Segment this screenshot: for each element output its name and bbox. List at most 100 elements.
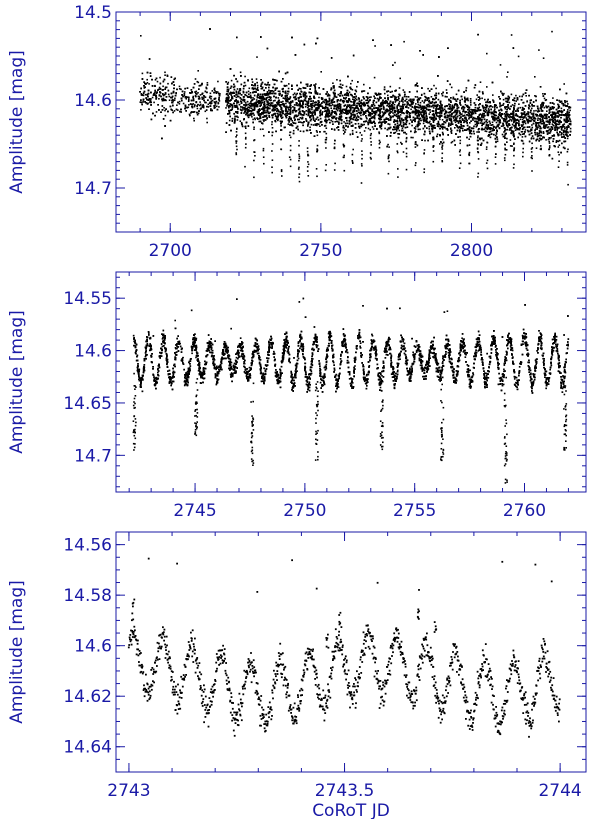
data-point [177,109,179,111]
data-point [469,122,471,124]
data-point [164,74,166,76]
data-point [564,133,567,136]
data-point [330,119,332,122]
data-point [354,104,356,106]
data-point [496,138,499,140]
data-point [437,111,439,114]
data-point [437,103,439,106]
data-point [319,93,321,95]
data-point [304,106,307,108]
data-point [199,104,201,107]
data-point [468,109,471,111]
data-point [328,100,331,102]
data-point [539,113,541,116]
data-point [258,117,261,120]
data-point [540,110,543,112]
data-point [312,124,315,126]
data-point [226,90,228,92]
data-point [538,49,540,51]
data-point [309,126,311,129]
data-point [377,104,380,107]
data-point [475,98,478,101]
data-point [401,127,404,129]
data-point [418,107,420,109]
data-point [412,136,414,139]
data-point [262,97,265,99]
data-point [521,114,523,116]
data-point [352,96,354,98]
data-point [399,105,401,107]
data-point [257,113,260,116]
data-point [481,97,483,100]
data-point [566,118,569,120]
data-point [440,103,442,105]
data-point [472,119,474,121]
data-point [254,118,256,121]
data-point [568,117,571,120]
data-point [428,122,431,124]
data-point [507,71,509,73]
data-point [311,108,313,111]
data-point [446,96,448,98]
data-point [520,131,523,133]
data-point [146,82,149,84]
data-point [288,121,290,123]
data-point [441,93,443,95]
data-point [502,102,505,105]
data-point [558,127,560,129]
data-point [525,117,528,119]
data-point [403,112,405,115]
data-point [159,76,161,79]
data-point [522,133,524,135]
data-point [248,109,250,111]
data-point [493,106,496,109]
data-point [446,127,449,130]
data-point [508,96,511,99]
data-point [454,114,457,116]
data-point [197,81,200,84]
data-point [196,107,199,110]
data-point [178,88,181,90]
data-point [555,120,557,123]
data-point [460,104,462,106]
data-point [511,117,514,120]
data-point [154,91,156,94]
data-point [294,114,296,117]
data-point [569,109,571,112]
data-point [298,118,301,121]
data-point [521,113,523,115]
data-point [450,86,453,89]
data-point [350,82,352,85]
data-point [196,93,198,95]
data-point [360,99,363,101]
data-point [495,131,498,134]
data-point [367,100,370,103]
data-point [556,129,558,131]
data-point [541,116,543,118]
data-point [388,114,391,116]
data-point [531,118,534,121]
data-point [374,110,376,113]
data-point [475,126,478,128]
data-point [225,101,227,103]
data-point [492,99,494,101]
data-point [428,125,430,128]
data-point [502,98,505,101]
data-point [155,111,158,113]
data-point [255,105,258,108]
data-point [307,100,310,102]
data-point [530,119,532,122]
data-point [458,120,460,122]
data-point [532,115,534,118]
data-point [365,127,367,129]
data-point [217,80,219,83]
data-point [439,118,441,121]
data-point [336,104,339,107]
data-point [440,111,443,114]
data-point [148,83,150,85]
data-point [488,109,490,111]
data-point [318,96,320,99]
data-point [542,131,545,133]
data-point [258,102,260,105]
data-point [250,100,252,103]
